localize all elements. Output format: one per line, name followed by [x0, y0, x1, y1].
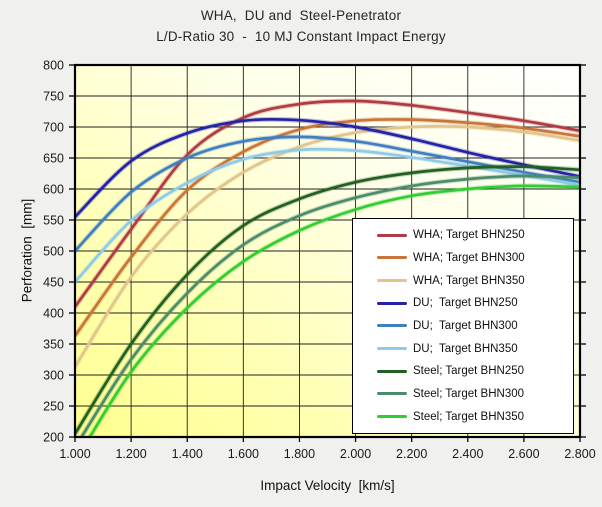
legend-label: WHA; Target BHN350 — [413, 274, 525, 287]
curve-7 — [79, 174, 580, 437]
legend-item-1: WHA; Target BHN300 — [377, 252, 571, 264]
x-tick-label: 2.600 — [508, 447, 539, 461]
legend-swatch — [377, 392, 407, 396]
x-tick-label: 1.400 — [172, 447, 203, 461]
legend-swatch — [377, 279, 407, 283]
legend-swatch — [377, 415, 407, 419]
y-tick-label: 300 — [43, 369, 64, 383]
x-tick-label: 2.400 — [452, 447, 483, 461]
legend-item-4: DU; Target BHN300 — [377, 320, 571, 332]
y-axis-label: Perforation [mm] — [19, 198, 35, 303]
legend-swatch — [377, 256, 407, 260]
y-tick-label: 500 — [43, 245, 64, 259]
legend-label: WHA; Target BHN300 — [413, 251, 525, 264]
curve-8 — [88, 184, 580, 437]
x-tick-label: 1.800 — [284, 447, 315, 461]
x-tick-label: 1.200 — [115, 447, 146, 461]
legend-swatch — [377, 369, 407, 373]
x-tick-label: 2.000 — [340, 447, 371, 461]
legend-swatch — [377, 301, 407, 305]
curve-5 — [75, 147, 580, 284]
legend-label: Steel; Target BHN300 — [413, 387, 525, 400]
curve-2 — [75, 125, 580, 369]
legend-item-7: Steel; Target BHN300 — [377, 388, 571, 400]
y-tick-label: 450 — [43, 276, 64, 290]
legend-label: DU; Target BHN350 — [413, 342, 518, 355]
chart-title: WHA, DU and Steel-Penetrator — [200, 8, 402, 23]
curve-6 — [75, 165, 580, 436]
y-tick-label: 800 — [43, 59, 64, 73]
legend-item-8: Steel; Target BHN350 — [377, 411, 571, 423]
legend-item-2: WHA; Target BHN350 — [377, 275, 571, 287]
y-tick-label: 650 — [43, 152, 64, 166]
y-tick-label: 350 — [43, 338, 64, 352]
legend-label: DU; Target BHN300 — [413, 319, 518, 332]
y-tick-label: 400 — [43, 307, 64, 321]
x-tick-label: 2.800 — [564, 447, 595, 461]
legend-label: Steel; Target BHN350 — [413, 410, 525, 423]
y-tick-label: 200 — [43, 431, 64, 445]
legend-item-3: DU; Target BHN250 — [377, 297, 571, 309]
curve-1 — [75, 118, 580, 338]
legend-label: WHA; Target BHN250 — [413, 229, 525, 242]
chart-subtitle: L/D-Ratio 30 - 10 MJ Constant Impact Ene… — [156, 29, 446, 44]
y-tick-label: 700 — [43, 121, 64, 135]
x-tick-label: 2.200 — [396, 447, 427, 461]
y-tick-label: 600 — [43, 183, 64, 197]
x-tick-label: 1.600 — [228, 447, 259, 461]
y-tick-label: 550 — [43, 214, 64, 228]
x-axis-label: Impact Velocity [km/s] — [260, 478, 395, 493]
legend: WHA; Target BHN250 WHA; Target BHN300 WHA;… — [352, 218, 574, 434]
legend-item-5: DU; Target BHN350 — [377, 343, 571, 355]
legend-item-0: WHA; Target BHN250 — [377, 229, 571, 241]
curves-group — [75, 98, 580, 437]
legend-label: Steel; Target BHN250 — [413, 365, 525, 378]
legend-swatch — [377, 233, 407, 237]
y-tick-label: 250 — [43, 400, 64, 414]
legend-item-6: Steel; Target BHN250 — [377, 365, 571, 377]
legend-label: DU; Target BHN250 — [413, 297, 518, 310]
y-tick-label: 750 — [43, 90, 64, 104]
legend-swatch — [377, 347, 407, 351]
x-tick-label: 1.000 — [59, 447, 90, 461]
legend-swatch — [377, 324, 407, 328]
curve-3 — [75, 117, 580, 219]
